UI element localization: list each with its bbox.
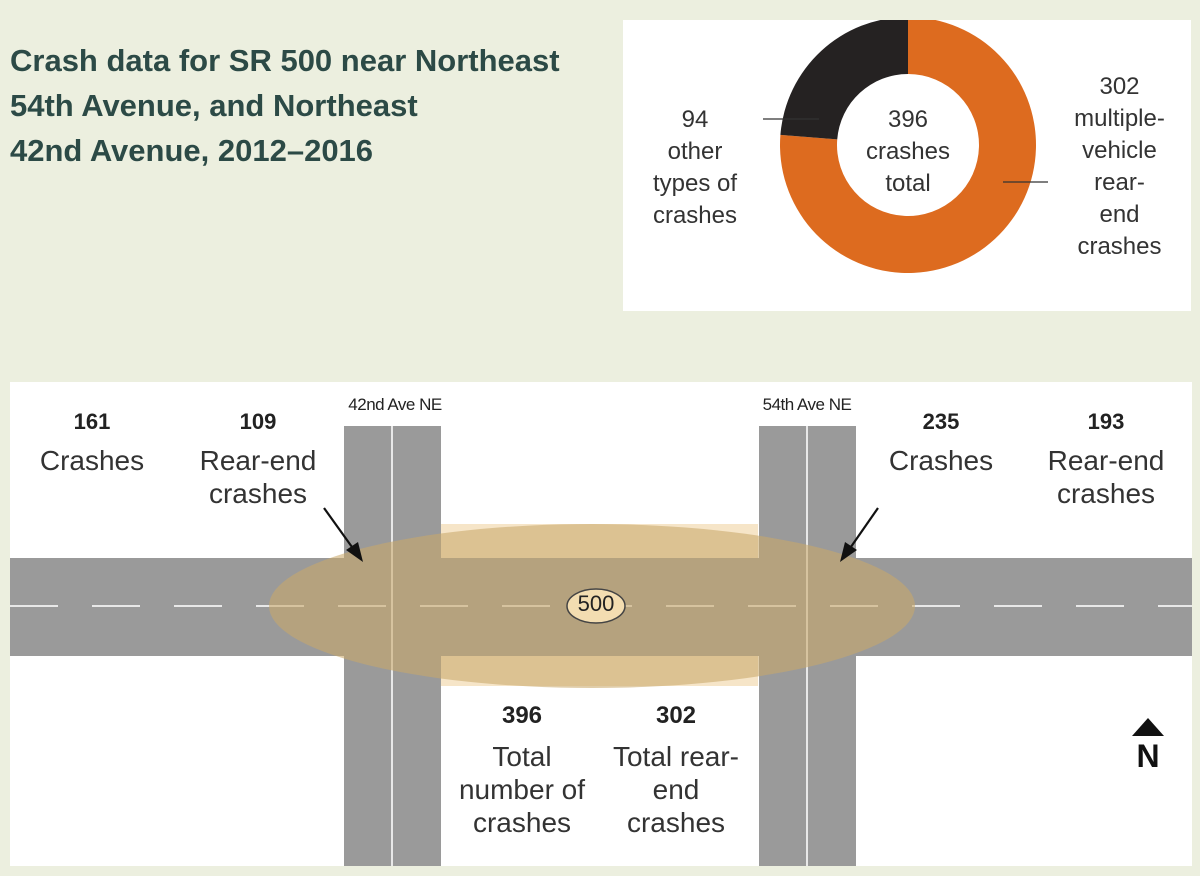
shield-number: 500: [577, 591, 615, 616]
total-crashes-map-text: Total: [492, 741, 552, 772]
west-rear-end-text: Rear-end: [199, 445, 317, 476]
total-rear-end-text: Total rear-: [612, 741, 740, 772]
rear-end-crashes-text: rear-: [1094, 169, 1145, 196]
other-crashes-text: types of: [652, 170, 738, 197]
east-crashes-stat: 235 Crashes: [861, 408, 1021, 477]
east-rear-end-value: 193: [1087, 409, 1125, 434]
rear-end-crashes-text: end: [1099, 201, 1140, 228]
street-label-42nd: 42nd Ave NE: [348, 395, 442, 414]
west-rear-end-stat: 109 Rear-end crashes: [178, 408, 338, 510]
total-crashes-center-label: 396 crashes total: [848, 104, 968, 200]
arrow-head-icon: [840, 542, 857, 562]
rear-end-crashes-segment: [780, 17, 1036, 273]
rear-end-crashes-text: vehicle: [1082, 137, 1157, 164]
arrow-head-icon: [346, 542, 363, 562]
east-rear-end-stat: 193 Rear-end crashes: [1026, 408, 1186, 510]
infographic-title: Crash data for SR 500 near Northeast 54t…: [10, 38, 610, 173]
rear-end-crashes-value: 302: [1099, 73, 1140, 100]
total-crashes-map-text: number of: [458, 774, 586, 805]
road-diagram-panel: 500 42nd Ave NE 54th Ave NE 161 Crashes …: [10, 382, 1192, 866]
east-crashes-text: Crashes: [888, 445, 994, 476]
east-crashes-value: 235: [922, 409, 960, 434]
rear-end-crashes-text: multiple-: [1074, 105, 1165, 132]
title-line: 42nd Avenue, 2012–2016: [10, 133, 374, 168]
rear-end-crashes-label: 302 multiple- vehicle rear- end crashes: [1048, 71, 1191, 263]
west-crashes-text: Crashes: [39, 445, 145, 476]
total-crashes-map-text: crashes: [472, 807, 572, 838]
total-crashes-text: crashes: [865, 138, 951, 165]
west-rear-end-value: 109: [239, 409, 277, 434]
donut-chart: [763, 17, 1048, 273]
north-label: N: [1136, 738, 1160, 774]
street-label-54th: 54th Ave NE: [762, 395, 852, 414]
total-crashes-value: 396: [887, 106, 929, 133]
west-rear-end-text: crashes: [208, 478, 308, 509]
title-line: Crash data for SR 500 near Northeast: [10, 43, 560, 78]
west-crashes-value: 161: [73, 409, 111, 434]
total-crashes-stat: 396 Total number of crashes: [442, 702, 602, 839]
total-rear-end-text: crashes: [626, 807, 726, 838]
total-rear-end-text: end: [652, 774, 700, 805]
sr-500-shield-label: 500: [550, 591, 642, 617]
west-crashes-stat: 161 Crashes: [12, 408, 172, 477]
other-crashes-label: 94 other types of crashes: [625, 104, 765, 232]
other-crashes-segment: [780, 17, 908, 140]
road-diagram: [10, 426, 1192, 866]
other-crashes-value: 94: [681, 106, 709, 133]
title-line: 54th Avenue, and Northeast: [10, 88, 418, 123]
other-crashes-text: crashes: [652, 202, 738, 229]
north-arrow-icon: [1132, 718, 1164, 736]
donut-chart-panel: 94 other types of crashes 396 crashes to…: [623, 17, 1191, 311]
other-crashes-text: other: [667, 138, 723, 165]
east-rear-end-text: Rear-end: [1047, 445, 1165, 476]
total-rear-end-value: 302: [655, 702, 697, 729]
sr-500-shield-icon: [566, 588, 626, 624]
total-rear-end-stat: 302 Total rear- end crashes: [596, 702, 756, 839]
east-rear-end-text: crashes: [1056, 478, 1156, 509]
total-crashes-map-value: 396: [501, 702, 543, 729]
rear-end-crashes-text: crashes: [1077, 233, 1162, 260]
42nd-intersection-arrow: [323, 507, 358, 555]
total-crashes-text: total: [885, 170, 931, 197]
